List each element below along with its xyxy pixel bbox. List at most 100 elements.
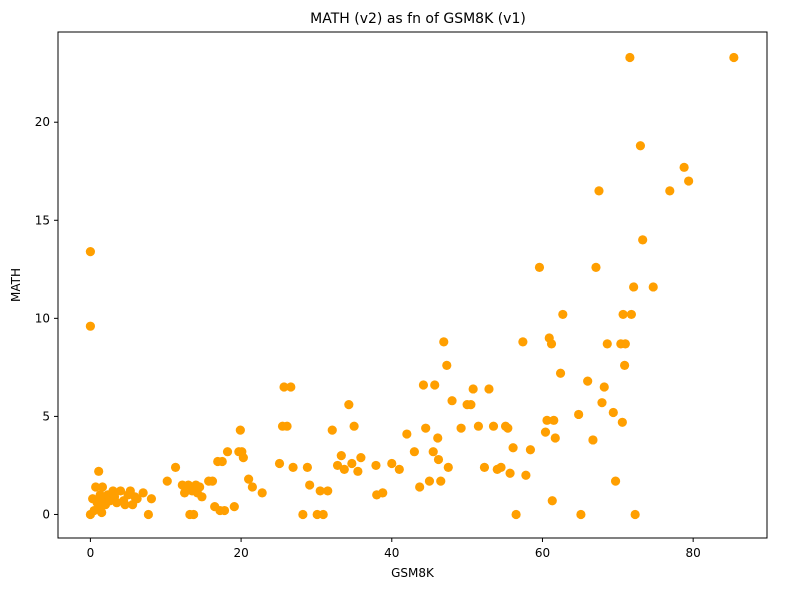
data-point xyxy=(229,502,239,512)
data-point xyxy=(620,360,630,371)
data-point xyxy=(436,476,446,486)
data-point xyxy=(574,409,584,420)
data-point xyxy=(503,423,513,433)
data-point xyxy=(484,384,494,394)
data-point xyxy=(443,462,453,472)
data-point xyxy=(525,445,536,455)
data-point xyxy=(97,482,108,492)
data-point xyxy=(729,52,739,63)
data-point xyxy=(630,509,640,520)
data-point xyxy=(558,309,568,320)
data-point xyxy=(91,482,101,492)
data-point xyxy=(629,282,639,292)
data-point xyxy=(85,321,95,331)
data-point xyxy=(547,496,557,506)
data-point xyxy=(679,162,689,172)
data-point xyxy=(428,447,438,457)
data-point xyxy=(684,176,694,186)
data-point xyxy=(626,309,636,320)
data-point xyxy=(257,488,267,498)
data-point xyxy=(143,509,154,520)
data-point xyxy=(635,141,646,151)
data-point xyxy=(356,452,366,463)
data-point xyxy=(195,482,205,492)
data-point xyxy=(162,476,172,486)
data-point xyxy=(197,492,207,502)
data-point xyxy=(433,433,443,443)
data-point xyxy=(424,476,435,486)
data-point xyxy=(286,382,296,392)
data-point xyxy=(85,247,95,257)
data-point xyxy=(597,398,607,408)
data-point xyxy=(430,380,440,390)
data-point xyxy=(132,494,142,504)
data-point xyxy=(421,423,431,433)
data-point xyxy=(219,505,230,516)
data-point xyxy=(222,447,233,457)
y-tick-label: 15 xyxy=(35,213,50,227)
y-axis: 0 5 10 15 20 xyxy=(35,115,58,521)
data-point xyxy=(415,482,425,492)
data-points xyxy=(85,52,739,520)
data-point xyxy=(620,339,630,349)
data-point xyxy=(138,488,148,498)
data-point xyxy=(625,52,635,63)
data-point xyxy=(610,476,621,486)
data-point xyxy=(439,337,449,347)
data-point xyxy=(288,462,298,472)
data-point xyxy=(323,486,333,496)
data-point xyxy=(602,339,612,349)
data-point xyxy=(583,376,593,386)
data-point xyxy=(394,464,404,474)
data-point xyxy=(179,488,190,498)
data-point xyxy=(418,380,429,390)
data-point xyxy=(617,417,627,427)
data-point xyxy=(505,468,515,478)
data-point xyxy=(534,262,545,272)
data-point xyxy=(189,509,199,520)
data-point xyxy=(238,452,248,463)
data-point xyxy=(638,235,648,245)
data-point xyxy=(115,486,126,496)
data-point xyxy=(479,462,490,472)
data-point xyxy=(279,382,289,392)
data-point xyxy=(576,509,586,520)
x-tick-label: 0 xyxy=(87,546,95,560)
data-point xyxy=(120,500,130,510)
data-point xyxy=(456,423,466,433)
data-point xyxy=(146,494,157,504)
data-point xyxy=(244,474,254,484)
data-point xyxy=(648,282,658,292)
data-point xyxy=(282,421,292,431)
data-point xyxy=(344,400,354,410)
data-point xyxy=(488,421,499,431)
data-point xyxy=(473,421,484,431)
y-tick-label: 20 xyxy=(35,115,50,129)
data-point xyxy=(521,470,531,480)
x-axis-label: GSM8K xyxy=(391,566,435,580)
data-point xyxy=(442,360,452,371)
data-point xyxy=(217,456,227,467)
data-point xyxy=(327,425,337,435)
plot-area-frame xyxy=(57,31,768,539)
x-tick-label: 40 xyxy=(384,546,399,560)
chart-title: MATH (v2) as fn of GSM8K (v1) xyxy=(310,11,526,27)
y-tick-label: 5 xyxy=(42,409,50,423)
data-point xyxy=(318,509,328,520)
data-point xyxy=(447,396,457,406)
data-point xyxy=(305,480,315,490)
data-point xyxy=(508,443,518,453)
data-point xyxy=(518,337,528,347)
data-point xyxy=(371,460,381,471)
data-point xyxy=(315,486,325,496)
data-point xyxy=(433,454,444,465)
data-point xyxy=(591,262,601,272)
data-point xyxy=(336,451,346,461)
data-point xyxy=(298,509,308,520)
data-point xyxy=(511,509,521,520)
x-tick-label: 60 xyxy=(535,546,550,560)
data-point xyxy=(555,368,566,378)
data-point xyxy=(549,415,559,425)
data-point xyxy=(588,435,598,445)
